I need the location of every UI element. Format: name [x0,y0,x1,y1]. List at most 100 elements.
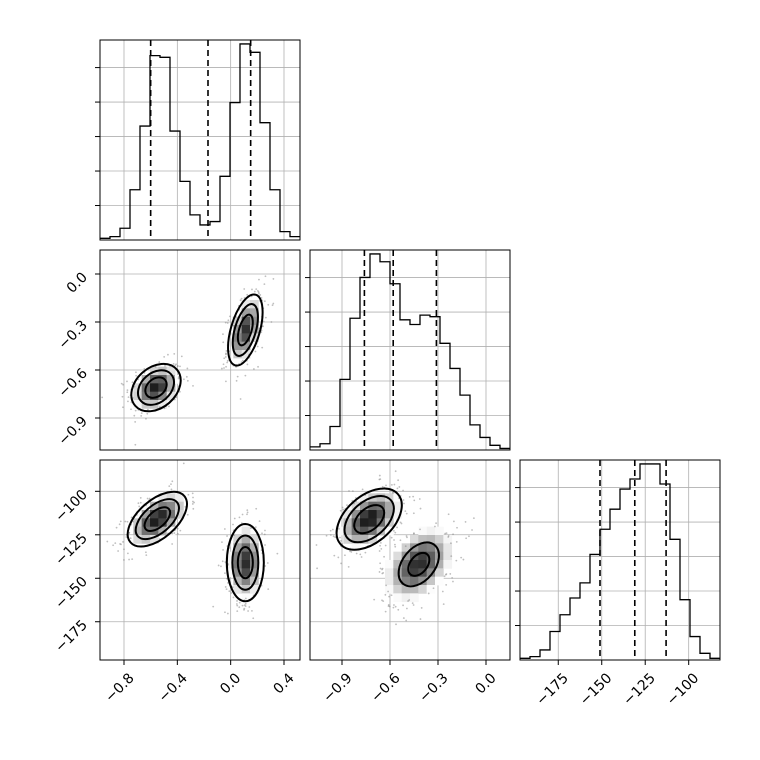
sample-point [170,483,172,486]
sample-point [101,396,104,399]
density-cell [250,543,259,553]
density-cell [435,560,444,569]
sample-point [399,539,402,542]
sample-point [378,474,381,477]
sample-point [261,325,264,328]
density-cell [150,518,159,528]
sample-point [129,537,132,540]
sample-point [140,415,143,417]
density-cell [443,535,453,544]
sample-point [123,548,125,551]
y-tick-label-p1: 0.0 [64,270,91,297]
sample-point [344,554,346,557]
sample-point [247,610,249,612]
density-cell [401,543,411,553]
sample-point [462,558,465,561]
panel-frame [99,249,301,451]
density-cell [360,501,369,511]
density-cell [175,510,184,519]
density-cell [368,535,378,544]
sample-point [444,532,447,535]
density-cell [435,576,444,586]
x-tick-label-p0: 0.0 [217,670,244,697]
sample-point [236,600,238,602]
density-cell [141,510,151,519]
scatter-panel-p1-p2 [309,459,511,661]
sample-point [420,607,423,609]
sample-point [191,503,194,505]
sample-point [390,536,393,539]
contour-line [227,293,264,367]
sample-point [403,502,405,505]
sample-point [185,375,188,378]
density-cell [435,535,444,544]
sample-point [434,525,436,528]
sample-point [393,483,396,486]
histogram-panel-p0 [95,39,301,241]
sample-point [248,606,251,608]
density-cell [166,526,176,536]
sample-point [167,353,169,356]
histogram-panel-p1 [305,249,511,451]
sample-point [139,496,142,499]
density-cell [166,518,176,528]
sample-point [260,296,263,299]
density-cell [225,568,234,578]
contour-line [353,504,386,535]
histogram-step-p0 [100,43,300,239]
x-tick-label-p1: 0.0 [473,670,500,697]
sample-point [226,612,229,615]
density-cell [418,560,428,569]
sample-point [379,541,382,544]
sample-point [378,571,381,573]
sample-point [174,364,177,367]
sample-point [235,379,238,382]
sample-point [178,390,181,393]
sample-point [405,512,408,515]
density-cell [150,510,159,519]
x-tick-label-p2: −150 [577,670,616,709]
density-cell [250,535,259,544]
sample-point [235,603,238,605]
density-cell [133,510,143,519]
sample-point [379,562,382,565]
sample-point [135,371,137,374]
sample-point [402,499,405,501]
density-cell [158,375,168,384]
sample-point [383,555,385,558]
sample-point [222,549,224,551]
sample-point [180,355,183,358]
x-tick-label-p2: −100 [664,670,703,709]
sample-point [127,396,130,399]
density-cell [166,366,176,376]
sample-point [193,501,196,504]
density-cell [150,383,159,393]
density-cell [225,551,234,561]
contour-line [335,487,403,551]
scatter-panel-p0-p1 [99,249,301,451]
density-cell [418,543,428,553]
sample-point [171,532,174,535]
density-cell [360,518,369,528]
sample-point [390,594,393,597]
density-cell [351,543,361,553]
density-cell [241,300,251,309]
density-cell [435,526,444,536]
density-cell [360,526,369,536]
panel-content [101,275,275,446]
sample-point [373,598,376,601]
sample-point [241,604,244,607]
sample-point [455,559,458,562]
sample-point [176,365,179,368]
sample-point [228,590,231,593]
sample-point [192,496,194,499]
sample-point [397,608,400,611]
sample-point [404,510,407,513]
sample-point [147,408,149,411]
sample-point [385,584,388,587]
sample-point [261,532,263,535]
sample-point [332,535,335,538]
contour-line [225,523,265,603]
sample-point [263,283,266,286]
sample-point [408,496,411,498]
